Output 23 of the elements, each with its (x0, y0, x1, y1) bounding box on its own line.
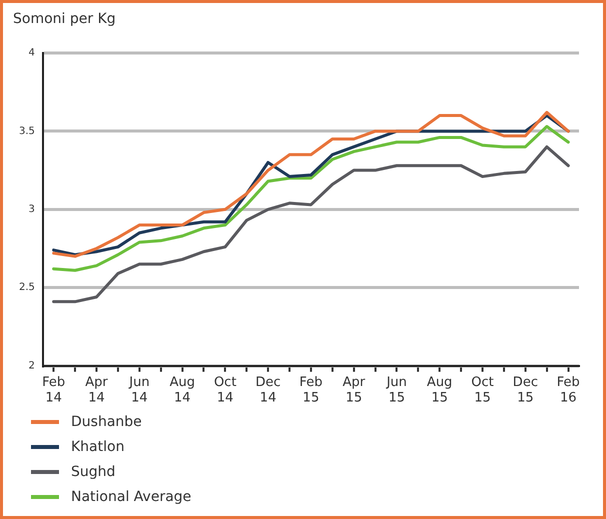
x-tick-label: Apr 15 (342, 374, 366, 406)
x-tick-label: Dec 14 (255, 374, 281, 406)
legend-label: Khatlon (71, 438, 124, 454)
x-tick-label: Aug 15 (426, 374, 452, 406)
y-tick-label: 2.5 (18, 282, 35, 294)
x-tick-label: Oct 14 (214, 374, 236, 406)
y-tick-label: 2 (28, 360, 35, 372)
x-tick-label: Feb 14 (42, 374, 66, 406)
x-tick-label: Jun 15 (386, 374, 407, 406)
x-tick-label: Oct 15 (471, 374, 494, 406)
y-tick-label: 3.5 (18, 126, 35, 137)
x-tick-label: Feb 16 (556, 374, 580, 406)
x-tick-label: Feb 15 (299, 374, 322, 406)
x-tick-label: Apr 14 (85, 374, 108, 406)
y-tick-label: 4 (28, 48, 35, 59)
x-tick-label: Aug 14 (170, 374, 195, 406)
x-tick-label: Jun 14 (128, 374, 150, 406)
legend-label: Sughd (71, 464, 116, 480)
legend-label: National Average (71, 488, 192, 504)
x-tick-label: Dec 15 (512, 374, 538, 406)
y-axis-title: Somoni per Kg (13, 11, 116, 27)
legend-label: Dushanbe (71, 414, 142, 430)
y-tick-label: 3 (28, 204, 35, 215)
